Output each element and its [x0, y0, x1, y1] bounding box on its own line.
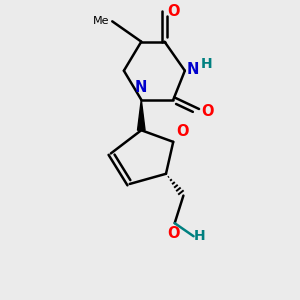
Text: N: N — [135, 80, 148, 94]
Text: H: H — [194, 229, 205, 243]
Polygon shape — [137, 100, 145, 130]
Text: O: O — [201, 104, 213, 119]
Text: O: O — [167, 4, 180, 19]
Text: N: N — [186, 62, 199, 77]
Text: O: O — [167, 226, 179, 241]
Text: Me: Me — [93, 16, 109, 26]
Text: H: H — [201, 57, 212, 71]
Text: O: O — [176, 124, 189, 139]
